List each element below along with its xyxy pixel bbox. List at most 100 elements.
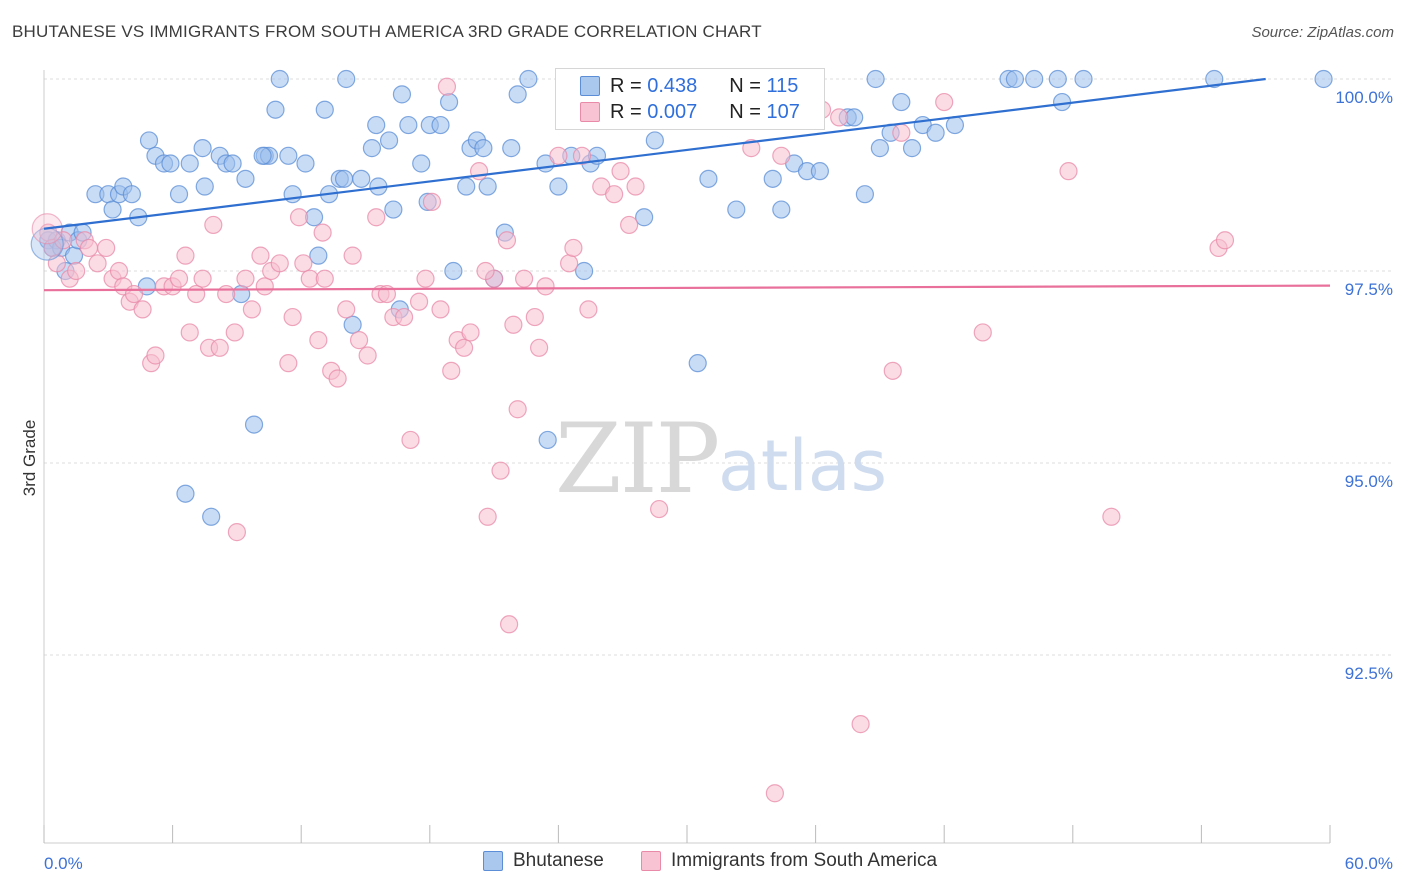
bhutanese-point (384, 200, 403, 219)
immigrants-point (497, 231, 517, 250)
x-tick-label: 0.0% (44, 854, 83, 873)
bhutanese-point (202, 507, 221, 526)
immigrants-point (146, 346, 165, 365)
bhutanese-point (1025, 69, 1044, 89)
bhutanese-point (645, 131, 664, 150)
immigrants-point (394, 307, 414, 327)
immigrants-point (515, 269, 534, 288)
immigrants-point (549, 146, 568, 165)
immigrants-point (242, 300, 262, 319)
label-layer: 100.0% 97.5% 95.0% 92.5% 0.0% 60.0% 3rd Grade (20, 88, 1393, 873)
bhutanese-point (392, 85, 412, 104)
immigrants-point (530, 338, 549, 357)
bhutanese-point (337, 69, 356, 89)
immigrants-point (210, 338, 229, 357)
bhutanese-point (926, 123, 945, 142)
n-label: N = (729, 74, 761, 97)
immigrants-point (883, 361, 902, 380)
immigrants-point (742, 139, 761, 158)
bhutanese-point (195, 177, 214, 196)
bhutanese-point (892, 92, 911, 112)
bhutanese-point (266, 100, 285, 119)
immigrants-point (309, 331, 328, 350)
bhutanese-point (169, 185, 189, 204)
n-label: N = (729, 100, 761, 123)
bhutanese-point (727, 200, 746, 219)
bhutanese-point (309, 246, 328, 265)
bhutanese-point (902, 139, 922, 158)
bhutanese-point (180, 154, 199, 173)
immigrants-point (416, 269, 435, 288)
bhutanese-point (193, 139, 212, 158)
bhutanese-point (64, 246, 84, 265)
immigrants-point (109, 261, 129, 281)
bhutanese-point (810, 162, 829, 181)
immigrants-point (500, 615, 519, 634)
y-tick-label: 100.0% (1335, 88, 1393, 107)
immigrants-point (358, 346, 377, 365)
points-layer (30, 69, 1333, 803)
immigrants-point (626, 177, 645, 196)
immigrants-swatch (641, 851, 661, 871)
immigrants-point (289, 208, 309, 227)
y-tick-label: 97.5% (1345, 280, 1393, 299)
bhutanese-point (367, 115, 386, 135)
source-label: Source: ZipAtlas.com (1251, 24, 1394, 41)
immigrants-point (124, 284, 144, 304)
legend-item-immigrants: Immigrants from South America (641, 850, 937, 872)
immigrants-point (67, 261, 86, 281)
bhutanese-point (870, 139, 890, 158)
bhutanese-swatch (483, 851, 503, 871)
immigrants-point (227, 523, 246, 542)
y-tick-label: 95.0% (1345, 472, 1393, 491)
bhutanese-point (161, 154, 180, 173)
immigrants-point (579, 300, 598, 319)
bhutanese-point (244, 415, 264, 434)
bhutanese-point (362, 139, 382, 158)
bhutanese-point (699, 169, 718, 188)
immigrants-point (328, 369, 347, 388)
bhutanese-point (103, 200, 122, 219)
bhutanese-point (1205, 69, 1224, 89)
bhutanese-point (866, 69, 885, 89)
blue-swatch (580, 76, 600, 96)
bhutanese-point (431, 115, 450, 135)
immigrants-point (491, 461, 510, 480)
immigrants-point (525, 307, 544, 327)
immigrants-point (620, 215, 639, 235)
immigrants-point (478, 507, 497, 526)
immigrants-point (504, 315, 523, 334)
immigrants-point (650, 499, 669, 519)
immigrants-point (431, 300, 450, 319)
watermark-zip: ZIP (555, 403, 718, 515)
bhutanese-point (283, 185, 302, 204)
r-label: R = (610, 74, 642, 97)
watermark: ZIP atlas (555, 403, 887, 515)
immigrants-point (294, 254, 313, 273)
bhutanese-point (352, 169, 371, 188)
bhutanese-point (399, 115, 418, 135)
immigrants-point (88, 254, 107, 273)
immigrants-point (409, 292, 429, 311)
bhutanese-trend-line (43, 77, 1266, 230)
immigrants-point (169, 269, 189, 288)
immigrants-point (225, 323, 244, 342)
bhutanese-point (439, 92, 459, 112)
bhutanese-point (508, 85, 527, 104)
immigrants-point (1102, 507, 1121, 526)
immigrants-point (772, 146, 791, 165)
grid-layer (44, 78, 1392, 656)
immigrants-point (270, 254, 289, 273)
stats-legend-row-pink: R = 0.007 N = 107 (580, 99, 800, 125)
immigrants-point (1059, 162, 1078, 181)
immigrants-point (343, 246, 362, 265)
bhutanese-point (253, 146, 272, 165)
bhutanese-point (538, 430, 557, 450)
bhutanese-point (772, 200, 791, 219)
immigrants-point (133, 300, 152, 319)
immigrants-point (973, 323, 992, 342)
immigrants-point (461, 323, 480, 342)
immigrants-point (176, 246, 195, 265)
immigrants-point (204, 215, 223, 235)
bhutanese-point (236, 169, 255, 188)
